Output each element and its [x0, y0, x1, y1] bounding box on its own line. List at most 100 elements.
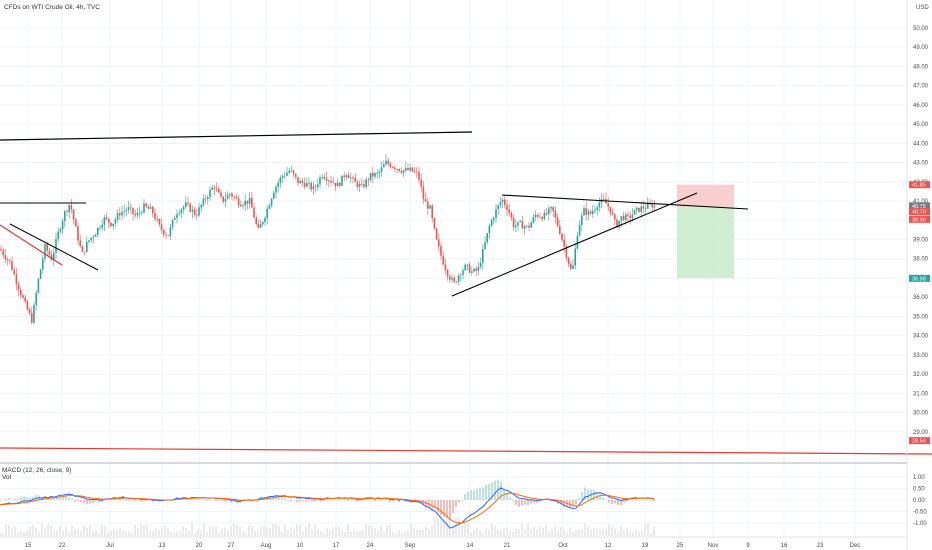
candle-body — [380, 167, 383, 172]
macd-histogram-bar — [506, 492, 508, 500]
price-badge — [909, 274, 930, 282]
macd-histogram-bar — [512, 500, 514, 501]
volume-bar — [305, 527, 307, 536]
candle-body — [264, 217, 266, 222]
volume-bar — [635, 529, 637, 536]
price-badge-label: 41.85 — [912, 183, 926, 189]
macd-histogram-bar — [32, 496, 34, 500]
take-profit-zone[interactable] — [677, 206, 734, 279]
macd-histogram-bar — [473, 490, 475, 500]
macd-histogram-bar — [347, 500, 349, 502]
macd-histogram-bar — [11, 499, 13, 501]
volume-bar — [134, 524, 136, 536]
price-badge — [909, 181, 930, 189]
macd-indicator-label[interactable]: MACD (12, 26, close, 9) — [2, 467, 71, 474]
candle-body — [141, 212, 143, 214]
candle-body — [88, 240, 90, 242]
macd-histogram-bar — [233, 500, 235, 502]
macd-histogram-bar — [23, 496, 25, 500]
volume-bar — [143, 525, 145, 536]
candle-body — [345, 175, 348, 178]
volume-label[interactable]: Vol — [2, 474, 12, 481]
time-axis[interactable]: 15 22 Jul 13 20 27 Aug 10 17 24 Sep 14 21 Oct 12 19 25 No… — [25, 543, 861, 549]
macd-histogram-bar — [611, 500, 613, 505]
candle-body — [413, 171, 416, 173]
candle-body — [556, 217, 559, 226]
candle-body — [154, 213, 156, 219]
volume-bar — [587, 527, 589, 536]
volume-bar — [92, 531, 94, 536]
time-tick-label: 14 — [467, 543, 474, 549]
stop-loss-zone[interactable] — [677, 184, 734, 207]
candle-body — [317, 184, 319, 188]
macd-histogram-bar — [389, 500, 391, 503]
candle-body — [209, 189, 211, 198]
volume-bar — [80, 531, 82, 536]
candle-body — [314, 186, 317, 188]
candle-body — [163, 230, 165, 235]
candle-body — [587, 211, 590, 215]
macd-histogram-bar — [200, 499, 202, 500]
candle-body — [378, 171, 381, 173]
macd-histogram-bar — [383, 499, 385, 501]
candle-body — [528, 225, 530, 228]
volume-bar — [203, 523, 205, 536]
time-tick-label: 27 — [228, 543, 235, 549]
time-tick-label: Aug — [261, 543, 272, 549]
resistance-trendline-top — [0, 131, 473, 141]
candle-body — [653, 205, 656, 208]
volume-bar — [404, 531, 406, 536]
price-tick-label: 34.00 — [913, 334, 929, 340]
trendline-drawings[interactable] — [0, 131, 932, 455]
macd-tick-label: -0.50 — [913, 510, 927, 516]
candle-body — [495, 209, 497, 219]
macd-histogram-bar — [14, 498, 16, 500]
candle-body — [369, 172, 372, 181]
price-tick-label: 45.00 — [913, 122, 929, 128]
candle-body — [541, 217, 543, 220]
macd-histogram-bar — [362, 500, 364, 501]
volume-bar — [497, 530, 499, 536]
macd-histogram-bar — [551, 500, 553, 502]
volume-bar — [311, 530, 313, 536]
candle-body — [319, 177, 321, 185]
volume-bar — [539, 526, 541, 536]
candle-body — [440, 246, 442, 256]
price-axis[interactable]: 50.00 49.00 48.00 47.00 46.00 45.00 44.00 43.00… — [913, 26, 929, 436]
candle-body — [451, 277, 453, 280]
candle-body — [0, 249, 2, 251]
candle-body — [543, 212, 546, 220]
volume-bar — [446, 521, 448, 536]
volume-bar — [482, 532, 484, 536]
macd-axis[interactable]: 1.00 0.50 0.00 -0.50 -1.00 — [913, 475, 927, 527]
candle-body — [127, 207, 130, 211]
candle-body — [475, 268, 477, 271]
candle-body — [334, 182, 337, 187]
candle-body — [81, 246, 84, 252]
candle-body — [83, 251, 86, 253]
candle-body — [303, 182, 306, 187]
volume-bar — [89, 524, 91, 536]
candle-body — [523, 226, 526, 229]
candle-body — [20, 289, 22, 296]
candle-body — [145, 203, 147, 207]
candle-body — [625, 214, 627, 220]
price-tick-label: 38.00 — [913, 257, 929, 263]
macd-histogram-bar — [218, 500, 220, 501]
candle-body — [431, 205, 433, 219]
macd-histogram-bar — [569, 500, 571, 508]
candle-body — [35, 292, 37, 305]
macd-histogram-bar — [533, 500, 535, 504]
candle-body — [284, 175, 286, 177]
candle-body — [75, 219, 77, 227]
candle-body — [44, 244, 46, 259]
macd-histogram-bar — [224, 500, 226, 502]
volume-bar — [68, 531, 70, 536]
macd-histogram-bar — [122, 497, 124, 500]
candle-body — [457, 275, 460, 282]
volume-bar — [191, 523, 193, 536]
candle-body — [308, 182, 310, 184]
volume-bar — [506, 527, 508, 536]
volume-bar — [236, 524, 238, 536]
